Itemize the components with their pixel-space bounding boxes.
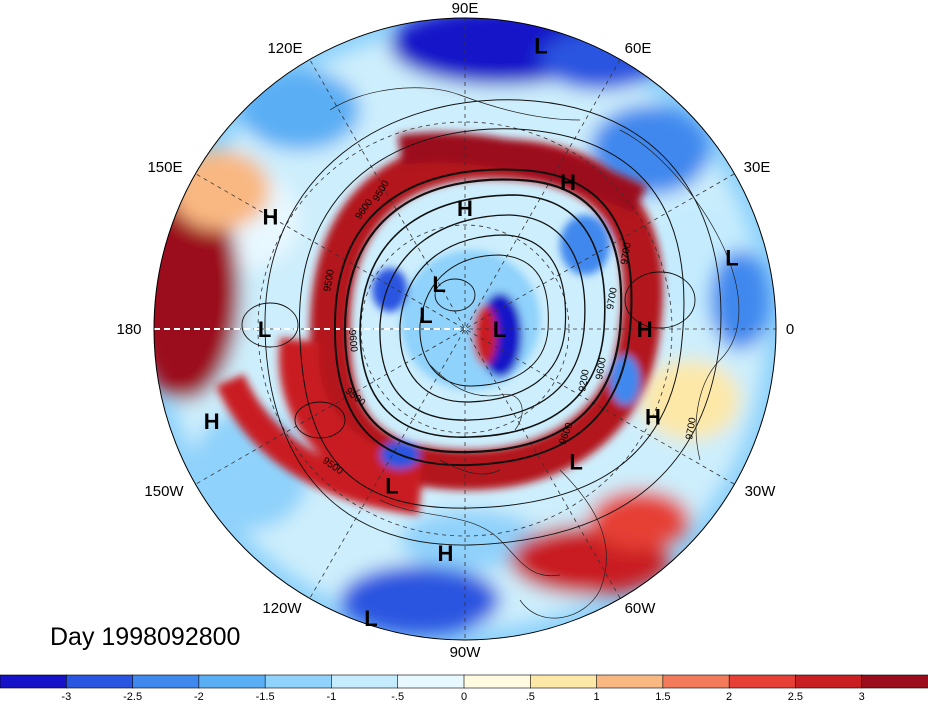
high-pressure-marker: H	[457, 196, 473, 221]
high-pressure-marker: H	[645, 405, 661, 430]
colorbar-tick-label: -1.5	[256, 691, 275, 702]
lon-label-60w: 60W	[625, 600, 657, 617]
map-boundary	[153, 17, 777, 641]
contour-label: 9600	[346, 329, 359, 353]
coastlines	[329, 87, 740, 619]
low-pressure-marker: L	[725, 246, 738, 271]
high-pressure-marker: H	[560, 170, 576, 195]
contour-label: 9600	[594, 356, 609, 380]
colorbar-tick-label: -2	[194, 691, 204, 702]
low-pressure-marker: L	[493, 317, 506, 342]
lon-label-60e: 60E	[625, 40, 652, 57]
height-contours	[241, 99, 722, 546]
colorbar-tick-label: 1.5	[655, 691, 670, 702]
low-pressure-marker: L	[385, 474, 398, 499]
low-pressure-marker: L	[419, 303, 432, 328]
lon-label-30e: 30E	[744, 159, 771, 176]
colorbar-swatch	[662, 674, 730, 689]
colorbar-swatch	[0, 674, 68, 689]
lon-label-180: 180	[116, 321, 141, 338]
colorbar-swatch	[728, 674, 797, 689]
contour-label: 9700	[605, 286, 620, 310]
colorbar-tick-label: 2	[726, 691, 732, 702]
contour-label: 9700	[684, 416, 699, 440]
colorbar-tick-label: -.5	[391, 691, 404, 702]
high-pressure-marker: H	[437, 541, 453, 566]
longitude-labels: 90E 60E 30E 0 30W 60W 90W 120W 150W 180 …	[116, 0, 794, 661]
colorbar-tick-label: 3	[859, 691, 865, 702]
high-pressure-marker: H	[637, 317, 653, 342]
map-title: Day 1998092800	[50, 623, 240, 651]
colorbar-tick-label: -2.5	[123, 691, 142, 702]
low-pressure-marker: L	[364, 606, 377, 631]
high-pressure-marker: H	[204, 409, 220, 434]
colorbar-tick-label: 1	[594, 691, 600, 702]
colorbar: -3 -2.5 -2 -1.5 -1 -.5 0 .5 1 1.5 2 2.5 3	[0, 674, 928, 702]
lon-label-120e: 120E	[267, 40, 302, 57]
colorbar-swatch	[529, 674, 598, 689]
colorbar-swatch	[331, 674, 399, 689]
lon-label-150w: 150W	[144, 483, 184, 500]
colorbar-swatch	[132, 674, 200, 689]
colorbar-swatch	[65, 674, 134, 689]
lon-label-150e: 150E	[147, 159, 182, 176]
lon-label-90w: 90W	[450, 644, 482, 661]
colorbar-swatch	[861, 674, 928, 689]
lon-label-120w: 120W	[262, 600, 302, 617]
colorbar-swatch	[397, 674, 465, 689]
colorbar-tick-label: .5	[526, 691, 535, 702]
low-pressure-marker: L	[432, 272, 445, 297]
low-pressure-marker: L	[534, 33, 547, 58]
anomaly-field	[154, 18, 776, 640]
high-pressure-marker: H	[263, 205, 279, 230]
colorbar-swatch	[795, 674, 863, 689]
colorbar-tick-label: -3	[61, 691, 71, 702]
contour-label: 9700	[619, 241, 634, 265]
colorbar-swatch	[198, 674, 266, 689]
contour-label: 9500	[322, 268, 337, 292]
low-pressure-marker: L	[258, 317, 271, 342]
colorbar-swatch	[264, 674, 333, 689]
colorbar-swatch	[596, 674, 664, 689]
lon-label-30w: 30W	[745, 483, 777, 500]
lon-label-0: 0	[786, 321, 794, 338]
colorbar-tick-label: -1	[327, 691, 337, 702]
contour-label: 9200	[577, 368, 592, 392]
colorbar-tick-label: 0	[461, 691, 467, 702]
lon-label-90e: 90E	[452, 0, 479, 17]
colorbar-tick-label: 2.5	[788, 691, 803, 702]
low-pressure-marker: L	[569, 449, 582, 474]
colorbar-swatch	[463, 674, 532, 689]
